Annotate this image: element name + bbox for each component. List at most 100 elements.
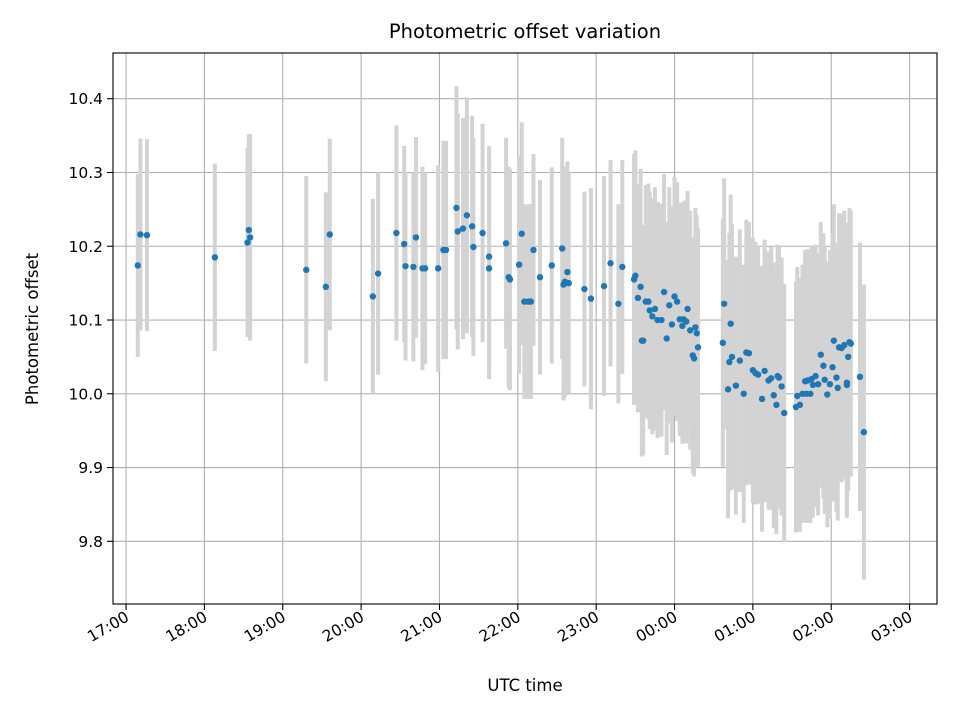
data-point	[732, 382, 740, 389]
data-point	[754, 371, 762, 378]
data-point	[663, 335, 670, 342]
data-point	[453, 204, 460, 212]
y-tick-label: 10.0	[68, 385, 103, 403]
data-point	[548, 262, 555, 269]
data-point	[134, 262, 142, 269]
data-point	[830, 337, 838, 344]
x-tick-label: 20:00	[319, 608, 367, 646]
data-point	[454, 228, 461, 235]
data-point	[369, 293, 377, 300]
data-point	[821, 376, 828, 383]
data-point	[773, 401, 780, 409]
data-point	[736, 357, 744, 364]
data-point	[587, 295, 595, 302]
y-tick-label: 10.4	[68, 90, 103, 108]
data-point	[506, 276, 514, 283]
data-point	[666, 302, 673, 309]
data-point	[246, 234, 254, 241]
data-point	[796, 401, 804, 409]
data-point	[673, 298, 681, 305]
data-point	[412, 234, 420, 241]
data-point	[565, 279, 572, 287]
x-tick-label: 02:00	[790, 608, 838, 646]
data-point	[326, 231, 333, 238]
data-point	[814, 380, 822, 388]
data-point	[660, 288, 668, 296]
data-point	[639, 337, 647, 344]
data-point	[727, 320, 734, 327]
data-point	[615, 300, 622, 307]
data-point	[845, 353, 852, 361]
data-point	[527, 298, 535, 305]
data-point	[607, 260, 614, 267]
chart-title: Photometric offset variation	[389, 20, 661, 43]
data-point	[421, 265, 429, 272]
data-point	[860, 428, 868, 436]
x-tick-label: 23:00	[554, 608, 602, 646]
data-point	[651, 305, 659, 313]
data-point	[770, 392, 777, 399]
data-point	[740, 390, 747, 397]
data-point	[841, 341, 848, 349]
data-point	[758, 395, 766, 403]
data-point	[775, 374, 783, 381]
data-point	[761, 367, 768, 375]
x-tick-label: 03:00	[868, 608, 916, 646]
y-tick-label: 10.2	[68, 238, 103, 256]
data-point	[720, 300, 728, 307]
data-point	[401, 240, 408, 248]
data-point	[767, 375, 775, 382]
data-point	[645, 298, 652, 305]
data-point	[619, 263, 626, 271]
y-tick-label: 10.1	[68, 312, 103, 330]
x-tick-label: 17:00	[84, 608, 132, 646]
data-point	[829, 364, 836, 371]
data-point	[463, 212, 471, 219]
x-tick-label: 21:00	[398, 608, 446, 646]
data-point	[581, 285, 588, 293]
data-point	[658, 316, 665, 324]
data-point	[728, 353, 736, 361]
data-point	[211, 254, 219, 261]
data-point	[374, 270, 382, 277]
data-point	[843, 379, 851, 386]
data-point	[459, 225, 467, 232]
data-point	[719, 339, 727, 347]
y-axis-ticks: 9.8 9.9 10.0 10.1 10.2 10.3 10.4	[68, 90, 113, 551]
data-point	[515, 261, 523, 268]
data-point	[468, 223, 476, 230]
data-point	[724, 386, 732, 393]
data-point	[564, 268, 571, 276]
data-point	[502, 240, 510, 247]
plot-frame	[112, 52, 938, 605]
data-point	[442, 246, 450, 254]
x-tick-label: 01:00	[711, 608, 759, 646]
data-point	[434, 265, 442, 272]
data-points	[134, 204, 868, 436]
data-point	[807, 390, 814, 397]
data-point	[812, 372, 819, 380]
data-point	[745, 350, 753, 357]
data-point	[303, 266, 310, 274]
data-point	[824, 391, 831, 398]
x-axis-ticks: 17:00 18:00 19:00 20:00 21:00 22:00 23:00 00:00…	[84, 604, 916, 646]
data-point	[634, 294, 642, 302]
x-axis-title: UTC time	[487, 676, 562, 695]
data-point	[726, 358, 733, 366]
data-point	[826, 380, 834, 388]
y-tick-label: 9.8	[78, 533, 103, 551]
data-point	[637, 283, 644, 291]
data-point	[393, 229, 400, 237]
y-axis-title: Photometric offset	[23, 252, 42, 405]
data-point	[809, 381, 817, 389]
data-point	[402, 262, 409, 270]
y-tick-label: 10.3	[68, 164, 103, 182]
data-point	[856, 373, 864, 381]
data-point	[684, 305, 691, 313]
data-point	[834, 384, 841, 392]
data-point	[536, 274, 544, 281]
x-tick-label: 00:00	[633, 608, 681, 646]
data-point	[530, 246, 537, 254]
data-point	[559, 245, 566, 252]
